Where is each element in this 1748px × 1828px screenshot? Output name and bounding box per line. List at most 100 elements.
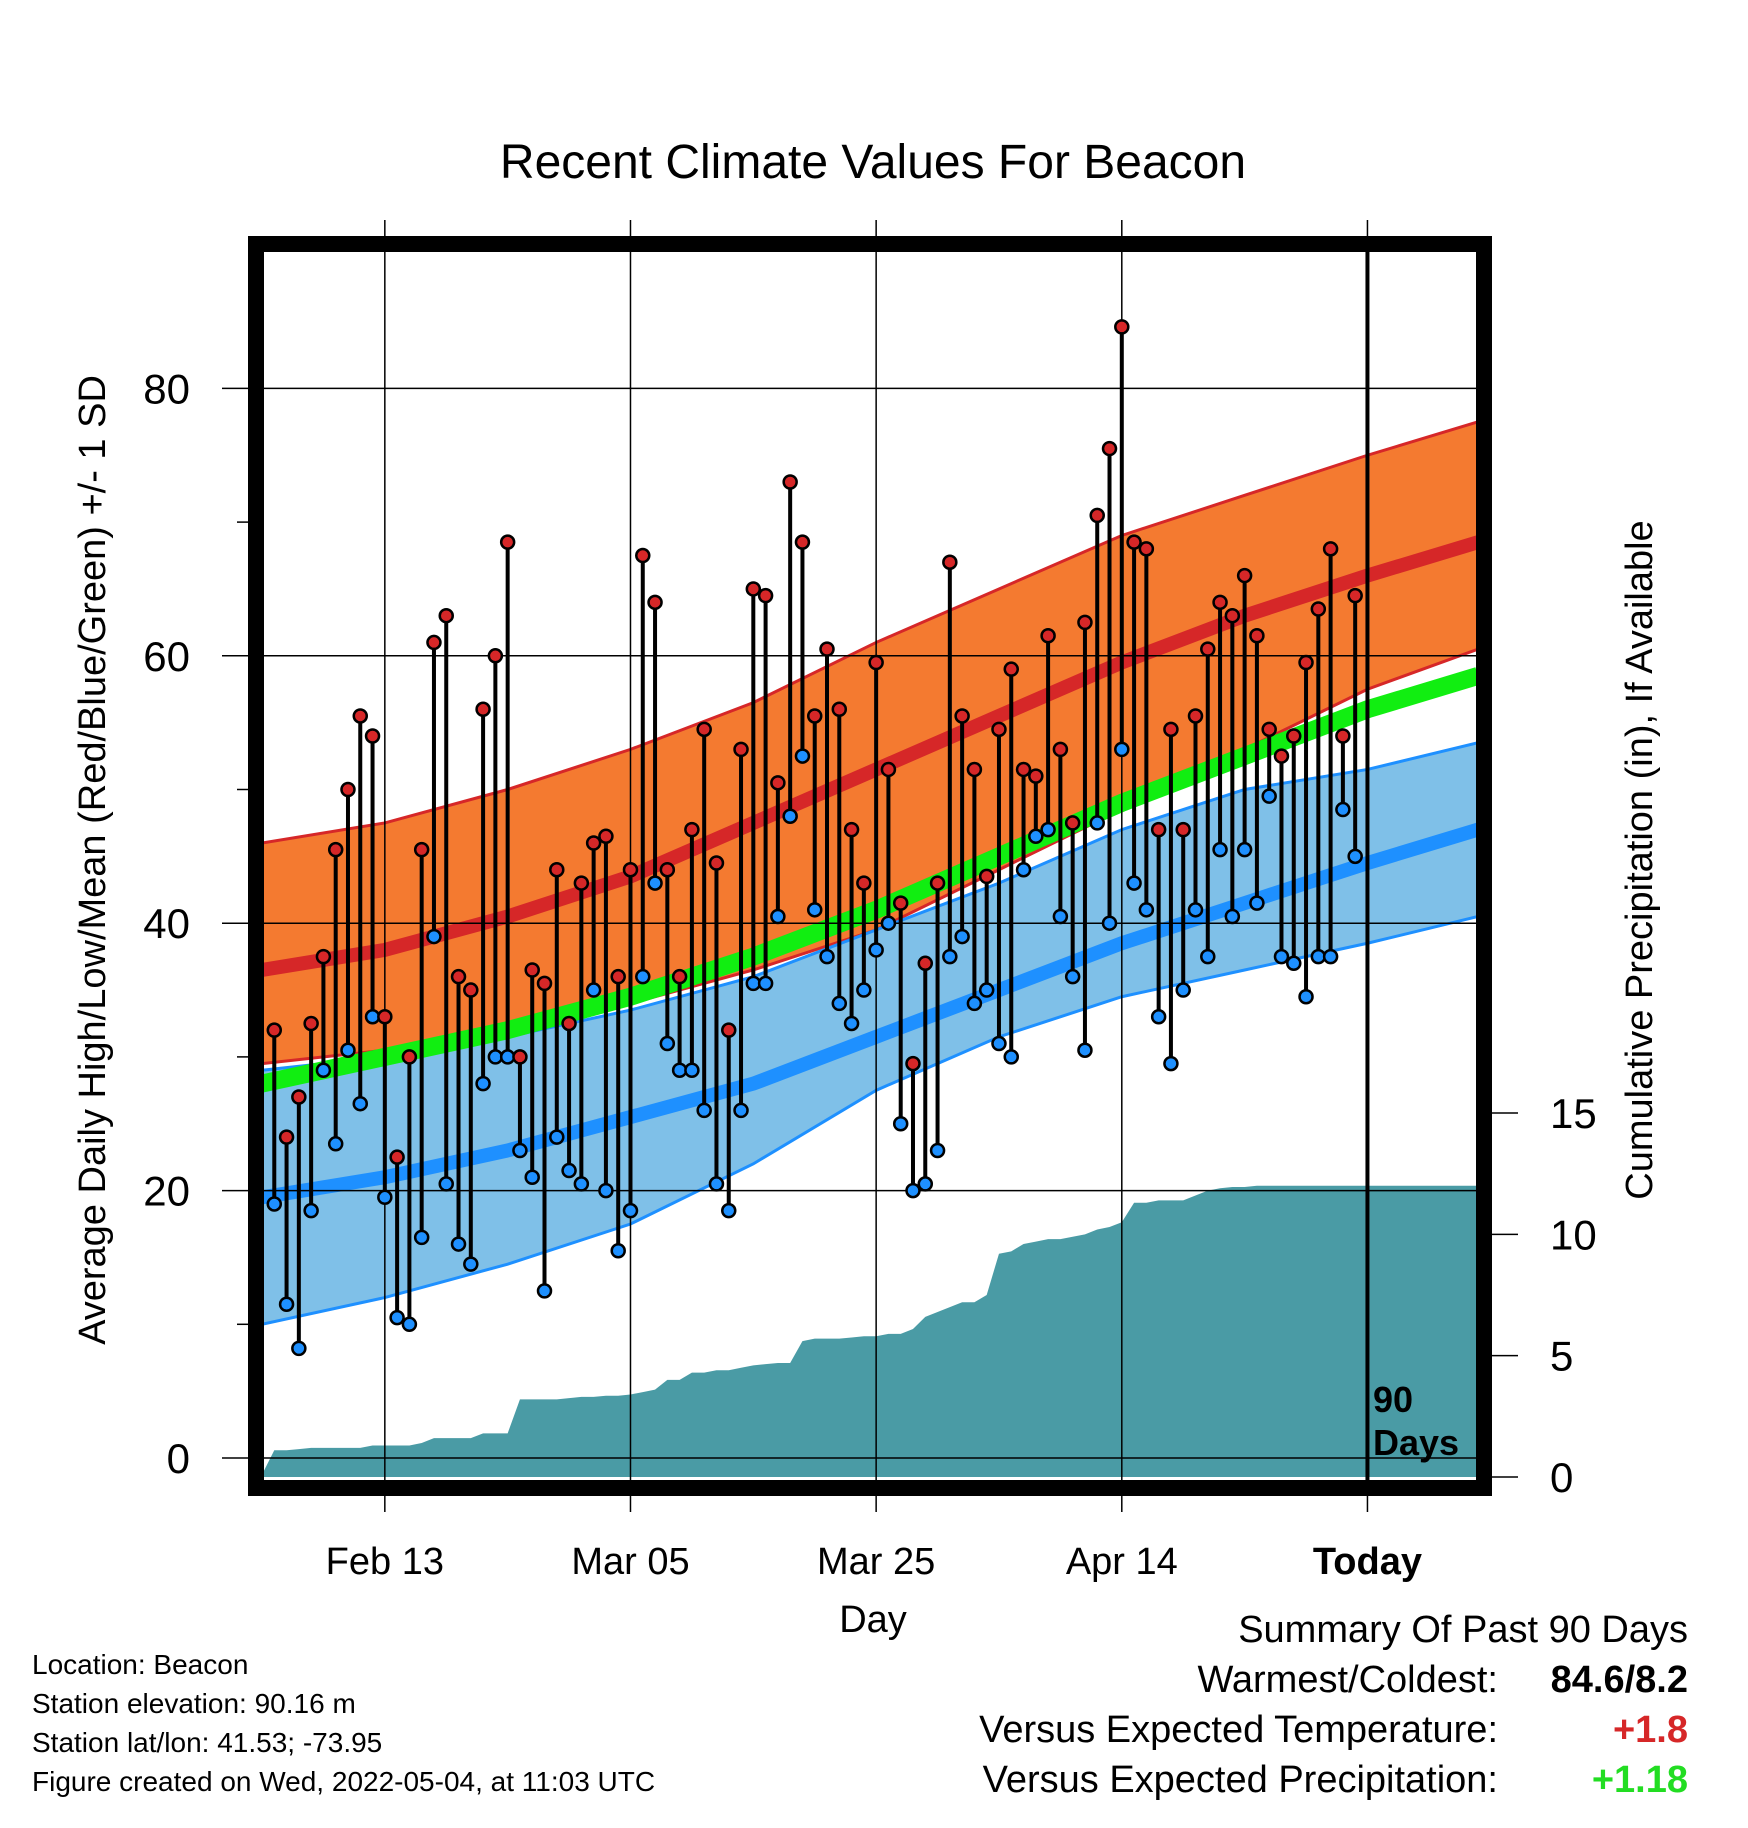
daily-high-point [1114,319,1130,335]
daily-high-point [413,841,430,858]
daily-low-point [1040,821,1056,838]
daily-low-point [327,1136,344,1152]
daily-low-point [1236,841,1253,858]
created-text: Figure created on Wed, 2022-05-04, at 11… [32,1766,656,1797]
daily-low-point [831,995,848,1012]
daily-high-point [843,821,860,838]
daily-high-point [696,721,712,738]
daily-low-point [475,1075,491,1092]
x-tick-label: Mar 25 [817,1541,935,1583]
daily-low-point [905,1182,921,1199]
daily-high-point [868,654,884,671]
daily-high-point [499,534,516,550]
daily-high-point [831,701,848,718]
daily-low-point [377,1189,393,1206]
y2-axis-label: Cumulative Precipitation (in), If Availa… [1619,520,1661,1199]
daily-high-point [1138,541,1155,557]
summary-panel: Summary Of Past 90 Days Warmest/Coldest:… [979,1605,1688,1805]
prec-label: Versus Expected Precipitation: [982,1759,1498,1801]
daily-high-point [1261,721,1277,738]
daily-high-point [1126,534,1142,550]
daily-low-point [1003,1049,1020,1065]
daily-low-point [303,1202,319,1219]
daily-high-point [806,708,823,724]
daily-low-point [1261,788,1277,804]
daily-high-point [782,474,798,490]
elevation-text: Station elevation: 90.16 m [32,1688,356,1719]
daily-high-point [1175,821,1191,838]
station-info: Location: Beacon Station elevation: 90.1… [32,1645,655,1801]
daily-low-point [1200,948,1216,965]
daily-low-point [856,982,872,998]
y-tick-label: 40 [143,900,190,947]
daily-low-point [696,1102,712,1119]
daily-high-point [659,861,676,878]
daily-high-point [880,761,897,778]
daily-low-point [647,875,663,891]
daily-high-point [1040,627,1056,644]
daily-high-point [598,828,614,845]
daily-low-point [352,1095,369,1112]
chart-title: Recent Climate Values For Beacon [500,136,1246,189]
daily-high-point [1052,741,1069,758]
today-days-label-line2: Days [1373,1422,1459,1463]
daily-low-point [942,948,958,965]
daily-low-point [843,1015,860,1032]
daily-high-point [905,1055,921,1072]
daily-high-point [1077,614,1093,631]
warmest-value: 84.6/8.2 [1550,1659,1688,1701]
daily-high-point [450,968,467,985]
daily-low-point [1224,908,1241,925]
daily-high-point [524,962,540,978]
daily-low-point [1286,955,1302,972]
y2-tick-label: 0 [1550,1454,1573,1501]
daily-low-point [1089,815,1105,831]
daily-high-point [966,761,983,778]
daily-low-point [450,1236,467,1252]
daily-low-point [954,928,970,945]
y-tick-label: 0 [167,1435,190,1482]
daily-low-point [512,1142,528,1159]
daily-low-point [1028,828,1044,845]
x-tick-label: Mar 05 [571,1541,689,1583]
daily-high-point [573,875,590,891]
daily-low-point [1150,1009,1167,1025]
daily-low-point [622,1202,639,1219]
daily-low-point [720,1202,737,1219]
daily-high-point [549,861,565,878]
daily-low-point [733,1102,749,1119]
latlon-text: Station lat/lon: 41.53; -73.95 [32,1727,383,1758]
daily-high-point [463,982,479,998]
daily-low-point [991,1035,1007,1052]
daily-high-point [1163,721,1179,738]
daily-low-point [610,1243,626,1259]
daily-low-point [1335,801,1351,818]
daily-low-point [1163,1055,1179,1072]
daily-low-point [278,1296,295,1312]
daily-high-point [512,1049,528,1065]
daily-high-point [475,701,491,718]
daily-low-point [463,1256,479,1272]
daily-low-point [1101,915,1118,931]
x-tick-label: Today [1313,1541,1422,1583]
y2-tick-label: 15 [1550,1090,1597,1137]
daily-high-point [745,581,762,597]
daily-high-point [1064,815,1081,831]
daily-high-point [315,948,332,965]
daily-high-point [401,1049,418,1065]
daily-low-point [892,1116,909,1132]
daily-low-point [524,1169,540,1185]
daily-high-point [892,895,909,911]
daily-high-point [266,1022,283,1038]
daily-high-point [819,641,835,657]
daily-high-point [438,607,454,624]
daily-low-point [917,1176,934,1192]
y2-tick-label: 5 [1550,1333,1573,1380]
daily-high-point [917,955,934,972]
temp-value: +1.8 [1612,1709,1688,1751]
daily-high-point [1298,654,1314,671]
plot-area: 0 20 40 60 80 0 5 10 15 Feb 13 Mar 05 Mar 25 Apr 14 T… [143,220,1597,1583]
daily-high-point [536,975,553,992]
daily-high-point [733,741,749,758]
